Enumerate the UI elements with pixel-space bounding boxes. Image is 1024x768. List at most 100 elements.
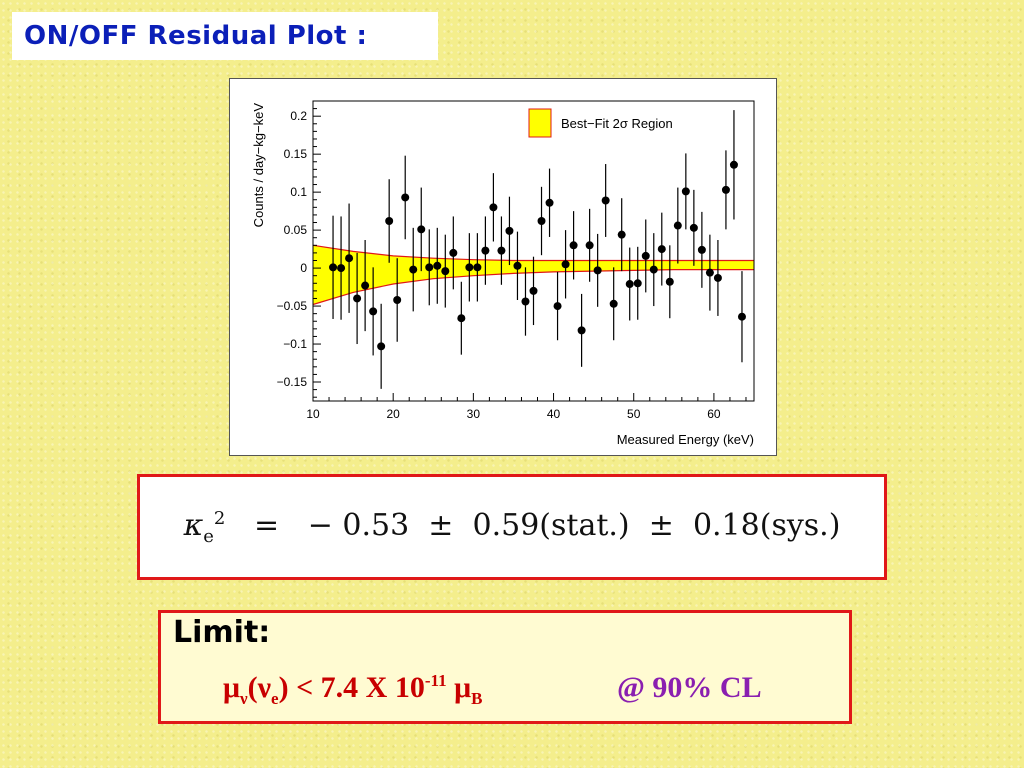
data-point <box>737 312 746 321</box>
x-tick-label: 50 <box>627 407 641 421</box>
data-point <box>681 187 690 196</box>
confidence-level: @ 90% CL <box>617 671 762 704</box>
kappa-symbol: κ <box>183 507 204 543</box>
data-point <box>673 221 682 230</box>
limit-exponent: -11 <box>424 671 447 690</box>
data-point <box>609 299 618 308</box>
data-point <box>705 268 714 277</box>
kappa-subscript: e <box>203 525 214 547</box>
confidence-band <box>313 245 754 305</box>
x-tick-label: 60 <box>707 407 721 421</box>
residual-plot-frame: 10 20 30 40 50 60 −0.15 −0.1 −0.05 0 0.05 0.1 0.15 0.… <box>229 78 777 456</box>
data-point <box>665 277 674 286</box>
kappa-stat: 0.59(stat.) <box>472 507 630 543</box>
nu-subscript: ν <box>240 689 248 708</box>
data-point <box>625 280 634 289</box>
data-point <box>497 246 506 255</box>
slide-title: ON/OFF Residual Plot : <box>24 21 368 51</box>
data-point <box>505 226 514 235</box>
data-point <box>489 203 498 212</box>
data-point <box>561 260 570 269</box>
legend-swatch <box>528 108 552 138</box>
data-point <box>585 241 594 250</box>
kappa-formula-box: κe2 = − 0.53 ± 0.59(stat.) ± 0.18(sys.) <box>137 474 887 580</box>
data-point <box>729 160 738 169</box>
data-point <box>633 279 642 288</box>
data-point <box>641 251 650 260</box>
data-point <box>545 198 554 207</box>
data-point <box>409 265 418 274</box>
data-point <box>713 273 722 282</box>
y-tick-label: 0.1 <box>290 185 307 199</box>
formula-equals: = <box>253 507 280 543</box>
y-tick-label: 0 <box>300 261 307 275</box>
paren-open: ( <box>247 671 258 704</box>
y-tick-label: −0.15 <box>277 375 308 389</box>
x-tick-label: 10 <box>306 407 320 421</box>
kappa-formula: κe2 = − 0.53 ± 0.59(stat.) ± 0.18(sys.) <box>184 508 841 547</box>
data-point <box>385 217 394 225</box>
limit-label: Limit: <box>173 615 271 650</box>
y-tick-label: 0.15 <box>284 147 308 161</box>
data-point <box>473 263 482 272</box>
plot-area-frame <box>312 100 755 402</box>
residual-plot: 10 20 30 40 50 60 −0.15 −0.1 −0.05 0 0.05 0.1 0.15 0.… <box>251 100 755 447</box>
slide-title-box: ON/OFF Residual Plot : <box>12 12 438 60</box>
data-point <box>697 245 706 254</box>
nu-symbol: ν <box>257 671 272 704</box>
kappa-value: − 0.53 <box>307 507 410 543</box>
data-point <box>721 185 730 194</box>
data-point <box>513 261 522 270</box>
y-tick-label: −0.05 <box>277 299 308 313</box>
data-point <box>521 297 530 306</box>
y-axis-title: Counts / day−kg−keV <box>251 103 266 228</box>
data-point <box>401 193 410 202</box>
e-subscript: e <box>271 689 279 708</box>
data-point <box>337 264 346 273</box>
kappa-power: 2 <box>213 507 226 529</box>
data-point <box>465 263 474 272</box>
data-point <box>425 263 434 272</box>
data-point <box>569 241 578 250</box>
x-tick-label: 30 <box>467 407 481 421</box>
data-point <box>377 342 386 351</box>
data-point <box>449 248 458 257</box>
data-point <box>329 263 338 272</box>
data-point <box>601 196 610 205</box>
data-point <box>417 225 426 234</box>
kappa-sys: 0.18(sys.) <box>692 507 841 543</box>
data-point <box>689 223 698 232</box>
data-point <box>457 314 466 323</box>
data-point <box>441 267 450 276</box>
y-tick-label: 0.05 <box>284 223 308 237</box>
data-point <box>657 245 666 254</box>
data-point <box>537 217 546 225</box>
formula-pm-2: ± <box>648 507 674 543</box>
data-point <box>481 246 490 255</box>
data-point <box>529 286 538 295</box>
b-subscript: B <box>471 689 483 708</box>
x-axis-title: Measured Energy (keV) <box>617 432 754 447</box>
data-point <box>345 254 354 263</box>
data-point <box>649 265 658 274</box>
formula-pm-1: ± <box>428 507 454 543</box>
limit-box: Limit: μν(νe) < 7.4 X 10-11 μB @ 90% CL <box>158 610 852 724</box>
data-point <box>593 266 602 275</box>
x-tick-label: 40 <box>547 407 561 421</box>
y-tick-label: 0.2 <box>290 109 307 123</box>
mu-b-symbol: μ <box>446 671 472 704</box>
mu-symbol: μ <box>223 671 241 704</box>
x-tick-label: 20 <box>387 407 401 421</box>
data-point <box>369 307 378 316</box>
limit-expression: μν(νe) < 7.4 X 10-11 μB <box>223 671 482 709</box>
data-point <box>553 302 562 311</box>
legend-label: Best−Fit 2σ Region <box>561 116 673 131</box>
data-point <box>361 281 370 290</box>
data-point <box>353 294 362 303</box>
y-tick-label: −0.1 <box>283 337 307 351</box>
data-point <box>617 230 626 239</box>
limit-value: < 7.4 X 10 <box>288 671 425 704</box>
data-point <box>433 261 442 270</box>
data-point <box>577 326 586 335</box>
data-point <box>393 295 402 304</box>
